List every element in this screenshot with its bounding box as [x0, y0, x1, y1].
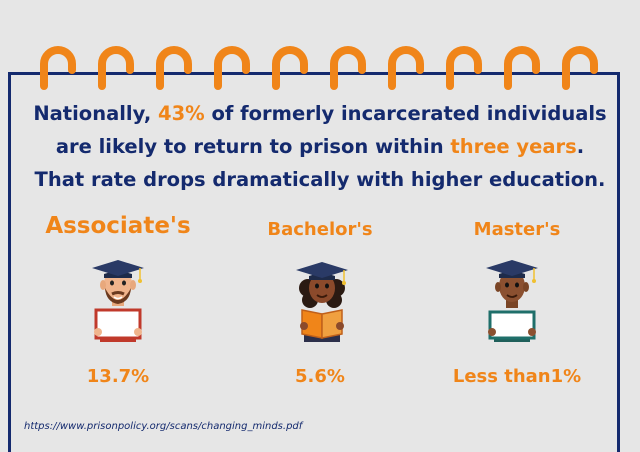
timeframe-highlight: three years: [450, 135, 577, 158]
headline-text: of formerly incarcerated individuals: [204, 102, 607, 125]
spiral-binding: [40, 46, 598, 90]
source-link[interactable]: https://www.prisonpolicy.org/scans/chang…: [24, 421, 303, 432]
bachelors-rate: 5.6%: [295, 366, 345, 387]
headline-text: Nationally,: [33, 102, 159, 125]
headline-line-3: That rate drops dramatically with higher…: [34, 168, 606, 191]
headline-line-2: are likely to return to prison within th…: [0, 130, 640, 163]
masters-title: Master's: [473, 219, 561, 240]
graduate-man-holding-diploma-icon: [486, 260, 538, 342]
headline-text: are likely to return to prison within: [55, 135, 451, 158]
headline-line-1: Nationally, 43% of formerly incarcerated…: [0, 97, 640, 130]
notebook-frame: [8, 72, 620, 452]
bachelors-title: Bachelor's: [267, 219, 373, 240]
recidivism-rate-highlight: 43%: [158, 102, 205, 125]
graduate-man-holding-sign-icon: [92, 260, 144, 342]
headline: Nationally, 43% of formerly incarcerated…: [0, 97, 640, 196]
masters-rate: Less than1%: [452, 366, 582, 387]
graduate-woman-holding-book-icon: [296, 262, 348, 342]
headline-text: .: [576, 135, 585, 158]
associates-title: Associate's: [45, 213, 191, 239]
associates-rate: 13.7%: [86, 366, 150, 387]
